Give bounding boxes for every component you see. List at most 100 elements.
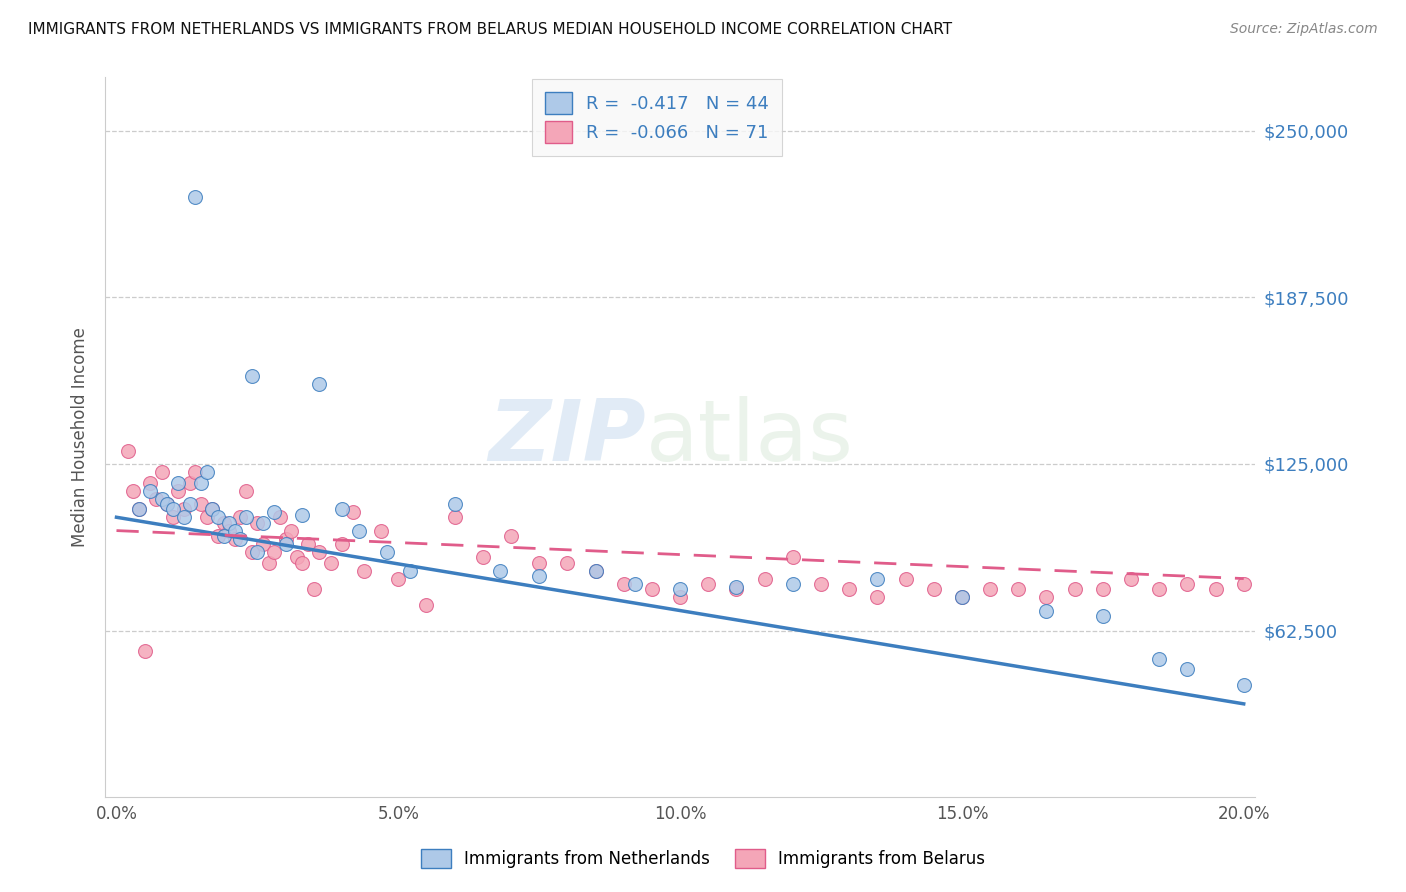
Point xyxy=(156,497,179,511)
Point xyxy=(150,491,173,506)
Point xyxy=(117,443,139,458)
Point xyxy=(669,582,692,597)
Point xyxy=(1147,582,1170,597)
Point xyxy=(1091,582,1114,597)
Point xyxy=(443,510,465,524)
Point xyxy=(387,572,409,586)
Point xyxy=(1035,591,1057,605)
Point xyxy=(585,564,607,578)
Point xyxy=(184,465,207,479)
Point xyxy=(122,483,145,498)
Point xyxy=(1233,577,1256,591)
Point xyxy=(195,465,218,479)
Point xyxy=(240,545,263,559)
Point xyxy=(224,532,246,546)
Point xyxy=(246,516,269,530)
Point xyxy=(134,643,156,657)
Point xyxy=(212,529,235,543)
Point xyxy=(330,537,353,551)
Y-axis label: Median Household Income: Median Household Income xyxy=(72,327,89,547)
Point xyxy=(866,591,889,605)
Point xyxy=(285,550,308,565)
Point xyxy=(375,545,398,559)
Point xyxy=(145,491,167,506)
Point xyxy=(1035,603,1057,617)
Point xyxy=(128,502,150,516)
Point xyxy=(274,537,297,551)
Point xyxy=(697,577,720,591)
Point xyxy=(782,577,804,591)
Point xyxy=(499,529,522,543)
Point xyxy=(291,556,314,570)
Point xyxy=(218,524,240,538)
Point xyxy=(229,510,252,524)
Point xyxy=(347,524,370,538)
Point xyxy=(218,516,240,530)
Point xyxy=(246,545,269,559)
Point xyxy=(415,599,437,613)
Point xyxy=(950,591,973,605)
Point xyxy=(1175,577,1198,591)
Point xyxy=(342,505,364,519)
Legend: R =  -0.417   N = 44, R =  -0.066   N = 71: R = -0.417 N = 44, R = -0.066 N = 71 xyxy=(533,79,782,156)
Point xyxy=(725,580,748,594)
Point xyxy=(179,497,201,511)
Text: IMMIGRANTS FROM NETHERLANDS VS IMMIGRANTS FROM BELARUS MEDIAN HOUSEHOLD INCOME C: IMMIGRANTS FROM NETHERLANDS VS IMMIGRANT… xyxy=(28,22,952,37)
Point xyxy=(280,524,302,538)
Point xyxy=(252,537,274,551)
Point xyxy=(291,508,314,522)
Legend: Immigrants from Netherlands, Immigrants from Belarus: Immigrants from Netherlands, Immigrants … xyxy=(413,842,993,875)
Point xyxy=(624,577,647,591)
Point xyxy=(319,556,342,570)
Point xyxy=(302,582,325,597)
Point xyxy=(167,475,190,490)
Point xyxy=(1063,582,1085,597)
Point xyxy=(1205,582,1227,597)
Point xyxy=(235,483,257,498)
Point xyxy=(308,545,330,559)
Point xyxy=(838,582,860,597)
Point xyxy=(207,529,229,543)
Point xyxy=(274,532,297,546)
Point xyxy=(162,510,184,524)
Point xyxy=(235,510,257,524)
Point xyxy=(263,545,285,559)
Point xyxy=(156,497,179,511)
Point xyxy=(190,475,212,490)
Point xyxy=(297,537,319,551)
Text: atlas: atlas xyxy=(645,396,853,479)
Point xyxy=(190,497,212,511)
Point xyxy=(240,369,263,384)
Point xyxy=(263,505,285,519)
Point xyxy=(443,497,465,511)
Point xyxy=(257,556,280,570)
Point xyxy=(229,532,252,546)
Text: ZIP: ZIP xyxy=(488,396,645,479)
Point xyxy=(669,591,692,605)
Point xyxy=(269,510,291,524)
Point xyxy=(1119,572,1142,586)
Point xyxy=(527,556,550,570)
Point xyxy=(128,502,150,516)
Point xyxy=(754,572,776,586)
Point xyxy=(950,591,973,605)
Point xyxy=(139,475,162,490)
Point xyxy=(353,564,375,578)
Point xyxy=(1175,662,1198,676)
Point xyxy=(184,190,207,204)
Point xyxy=(641,582,664,597)
Point xyxy=(488,564,510,578)
Point xyxy=(782,550,804,565)
Point xyxy=(252,516,274,530)
Point xyxy=(810,577,832,591)
Point xyxy=(979,582,1001,597)
Point xyxy=(162,502,184,516)
Point xyxy=(922,582,945,597)
Point xyxy=(1007,582,1029,597)
Point xyxy=(585,564,607,578)
Point xyxy=(894,572,917,586)
Point xyxy=(1091,608,1114,623)
Point xyxy=(173,502,195,516)
Point xyxy=(370,524,392,538)
Point xyxy=(139,483,162,498)
